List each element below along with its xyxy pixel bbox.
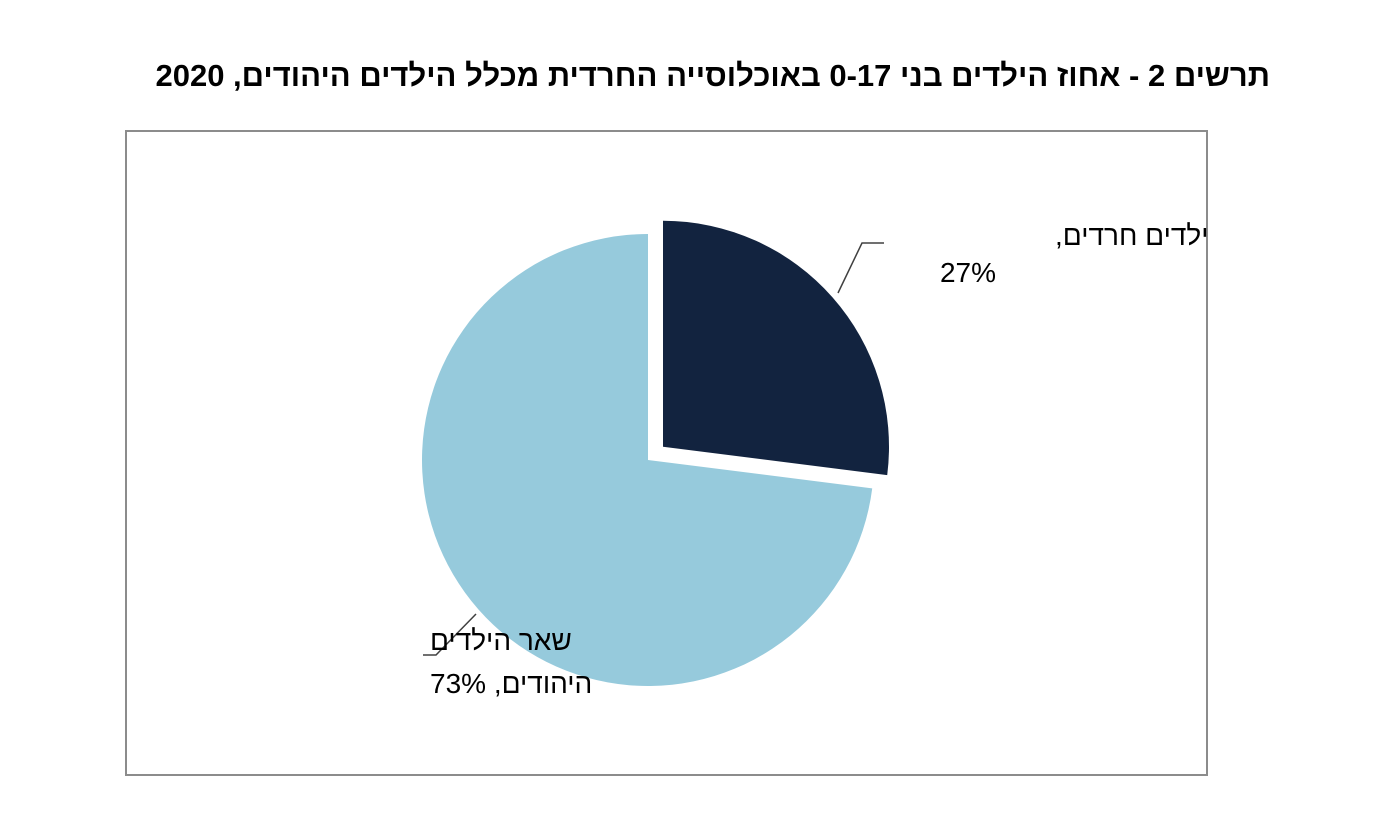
pie-slices [422,220,890,687]
leader-line-other-jewish [423,613,477,656]
slice-label-other-line1: שאר הילדים [430,625,572,656]
pie-slice-haredi [663,220,890,476]
slice-label-other-line2: היהודים, 73% [430,668,592,699]
slice-label-haredi-line2: 27% [940,257,996,288]
chart-title: תרשים 2 - אחוז הילדים בני 0-17 באוכלוסיי… [155,58,1270,93]
leader-line-haredi [837,242,884,294]
slice-label-haredi-line1: ילדים חרדים, [1055,220,1209,251]
pie-slice-other-jewish [422,234,873,687]
leader-lines [423,242,884,656]
